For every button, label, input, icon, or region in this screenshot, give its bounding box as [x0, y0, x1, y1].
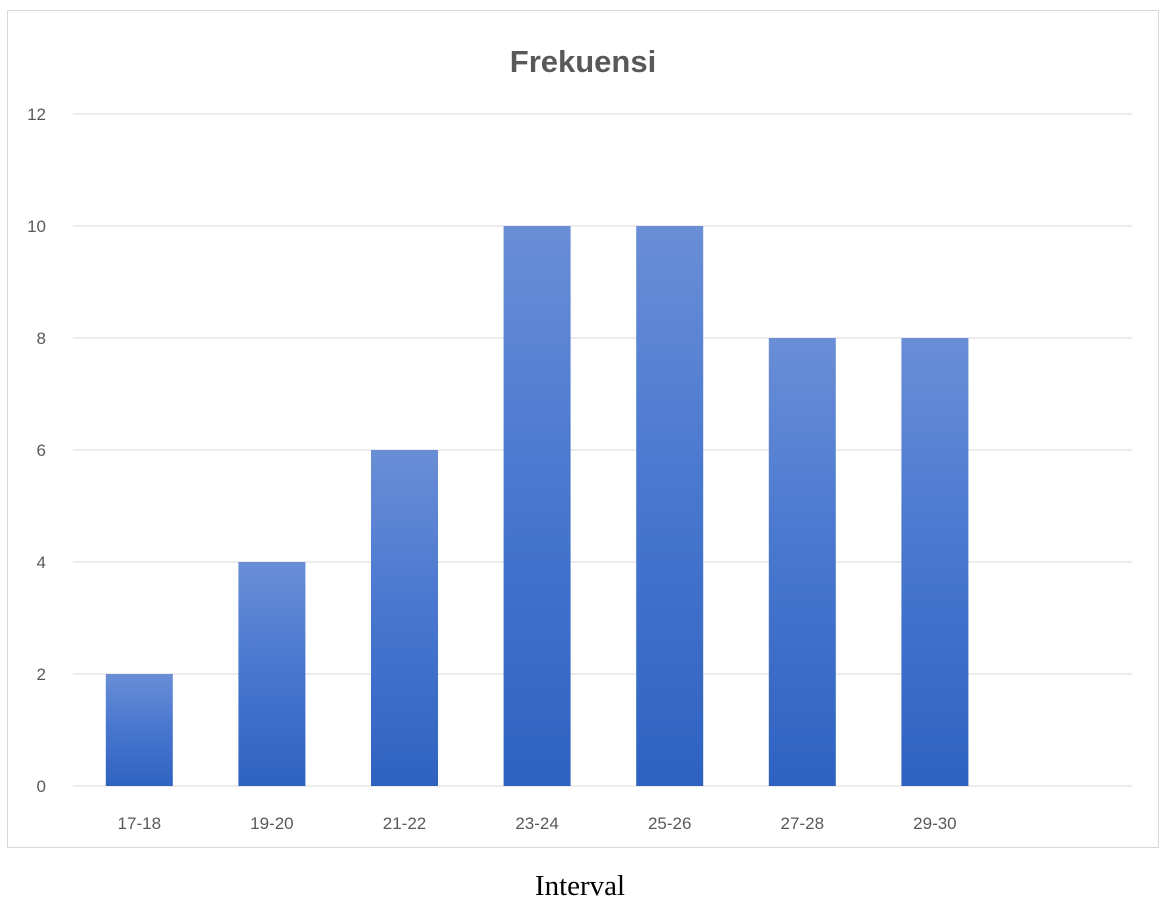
- bar-chart: Frekuensi 0 2 4 6 8 10 12 17-18 19-20 21-22 23-24…: [27, 44, 1132, 833]
- x-tick-label: 23-24: [515, 814, 558, 833]
- chart-title: Frekuensi: [510, 44, 656, 79]
- y-tick-label: 8: [37, 329, 46, 348]
- y-tick-label: 0: [37, 777, 46, 796]
- x-tick-label: 25-26: [648, 814, 691, 833]
- bar-29-30: [901, 338, 969, 786]
- bar-23-24: [503, 226, 571, 786]
- y-tick-label: 6: [37, 441, 46, 460]
- bar-21-22: [371, 450, 438, 786]
- y-axis-ticks: 0 2 4 6 8 10 12: [27, 105, 46, 796]
- y-tick-label: 12: [27, 105, 46, 124]
- x-tick-label: 27-28: [781, 814, 824, 833]
- y-tick-label: 4: [37, 553, 46, 572]
- bars: [105, 226, 969, 786]
- x-axis-ticks: 17-18 19-20 21-22 23-24 25-26 27-28 29-30: [118, 814, 957, 833]
- x-axis-label: Interval: [534, 870, 626, 902]
- y-tick-label: 2: [37, 665, 46, 684]
- x-tick-label: 17-18: [118, 814, 161, 833]
- bar-17-18: [105, 674, 173, 786]
- x-tick-label: 21-22: [383, 814, 426, 833]
- grid-lines: [73, 113, 1132, 787]
- bar-19-20: [238, 562, 306, 786]
- bar-25-26: [636, 226, 704, 786]
- x-tick-label: 29-30: [913, 814, 956, 833]
- x-tick-label: 19-20: [250, 814, 293, 833]
- y-tick-label: 10: [27, 217, 46, 236]
- bar-27-28: [768, 338, 836, 786]
